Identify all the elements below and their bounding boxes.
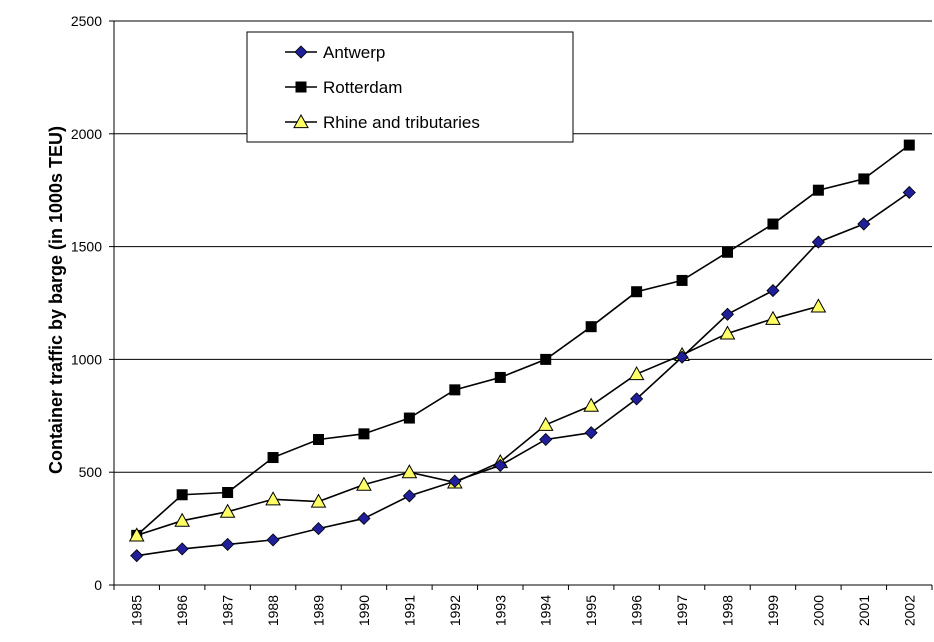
data-point-square — [903, 139, 915, 151]
y-tick-labels: 0 500 1000 1500 2000 2500 — [71, 13, 102, 593]
x-tick-label: 1991 — [401, 595, 417, 626]
data-point-triangle — [356, 476, 372, 491]
data-point-triangle — [719, 325, 736, 340]
data-point-diamond — [539, 432, 553, 447]
data-point-diamond — [311, 522, 326, 536]
data-point-diamond — [294, 45, 308, 59]
x-tick-label: 1986 — [174, 595, 190, 626]
x-tick-label: 2000 — [810, 595, 826, 626]
y-tick-label: 2000 — [71, 126, 102, 142]
series-layer — [128, 139, 916, 563]
legend: Antwerp Rotterdam Rhine and tributaries — [246, 31, 574, 143]
data-point-square — [494, 371, 506, 383]
data-point-square — [267, 452, 279, 464]
data-point-square — [313, 433, 324, 445]
x-tick-label: 1995 — [583, 595, 599, 626]
data-point-diamond — [675, 350, 689, 364]
series-line — [136, 144, 910, 536]
data-point-diamond — [902, 185, 916, 200]
data-point-square — [222, 487, 234, 499]
data-point-diamond — [221, 537, 235, 551]
data-point-triangle — [293, 113, 309, 129]
data-point-triangle — [128, 527, 145, 542]
data-point-square — [176, 489, 188, 501]
data-point-square — [676, 274, 688, 286]
x-tick-label: 1998 — [720, 595, 736, 626]
data-point-triangle — [219, 503, 236, 518]
data-point-diamond — [720, 307, 735, 321]
x-tick-label: 1999 — [765, 595, 781, 626]
x-tick-label: 1992 — [447, 595, 463, 626]
x-tick-label: 1997 — [674, 595, 690, 626]
data-point-square — [631, 286, 643, 298]
x-tick-label: 2001 — [856, 595, 872, 626]
data-point-square — [295, 81, 307, 93]
legend-label: Antwerp — [323, 43, 385, 62]
data-point-diamond — [266, 533, 280, 547]
x-tick-labels: 1985 1986 1987 1988 1989 1990 1991 1992 1993 1994… — [129, 595, 918, 626]
x-tick-label: 1994 — [538, 595, 554, 626]
x-tick-label: 2002 — [901, 595, 917, 626]
y-tick-label: 1500 — [71, 239, 102, 255]
x-tick-label: 1989 — [311, 595, 327, 626]
data-point-triangle — [628, 366, 645, 381]
data-point-diamond — [630, 392, 644, 406]
axes — [109, 20, 933, 590]
y-tick-label: 500 — [79, 464, 103, 480]
x-tick-label: 1985 — [129, 595, 145, 626]
data-point-diamond — [811, 235, 825, 249]
data-point-triangle — [810, 298, 827, 313]
data-point-diamond — [130, 549, 144, 563]
legend-label: Rhine and tributaries — [323, 113, 480, 132]
data-point-diamond — [175, 542, 189, 556]
data-point-triangle — [583, 397, 600, 412]
data-point-square — [358, 428, 370, 440]
legend-label: Rotterdam — [323, 78, 402, 97]
y-tick-label: 1000 — [71, 351, 102, 367]
x-tick-label: 1990 — [356, 595, 372, 626]
y-tick-label: 2500 — [71, 13, 102, 29]
data-point-diamond — [448, 474, 462, 488]
y-tick-label: 0 — [94, 577, 102, 593]
x-tick-label: 1996 — [629, 595, 645, 626]
x-tick-label: 1988 — [265, 595, 281, 626]
data-point-square — [812, 184, 824, 196]
data-point-triangle — [265, 491, 281, 506]
series-line — [136, 191, 910, 557]
x-tick-label: 1993 — [492, 595, 508, 626]
data-point-square — [540, 353, 552, 365]
series-rotterdam — [131, 139, 915, 541]
data-point-diamond — [357, 511, 371, 526]
data-point-triangle — [310, 493, 327, 508]
data-point-square — [449, 384, 461, 396]
data-point-square — [858, 173, 870, 185]
data-point-diamond — [493, 458, 507, 472]
data-point-diamond — [584, 426, 598, 440]
data-point-diamond — [857, 217, 871, 231]
x-tick-label: 1987 — [220, 595, 236, 626]
data-point-square — [722, 246, 733, 258]
series-antwerp — [130, 185, 916, 563]
y-axis-label: Container traffic by barge (in 1000s TEU… — [46, 126, 66, 474]
data-point-square — [767, 218, 779, 230]
data-point-square — [585, 321, 597, 333]
data-point-triangle — [401, 464, 418, 479]
data-point-diamond — [402, 489, 416, 503]
series-rhine-and-tributaries — [128, 298, 827, 542]
data-point-triangle — [765, 310, 781, 325]
data-point-triangle — [537, 416, 554, 431]
data-point-triangle — [174, 512, 191, 527]
data-point-square — [403, 412, 415, 424]
data-point-diamond — [766, 284, 780, 298]
series-line — [136, 305, 819, 537]
